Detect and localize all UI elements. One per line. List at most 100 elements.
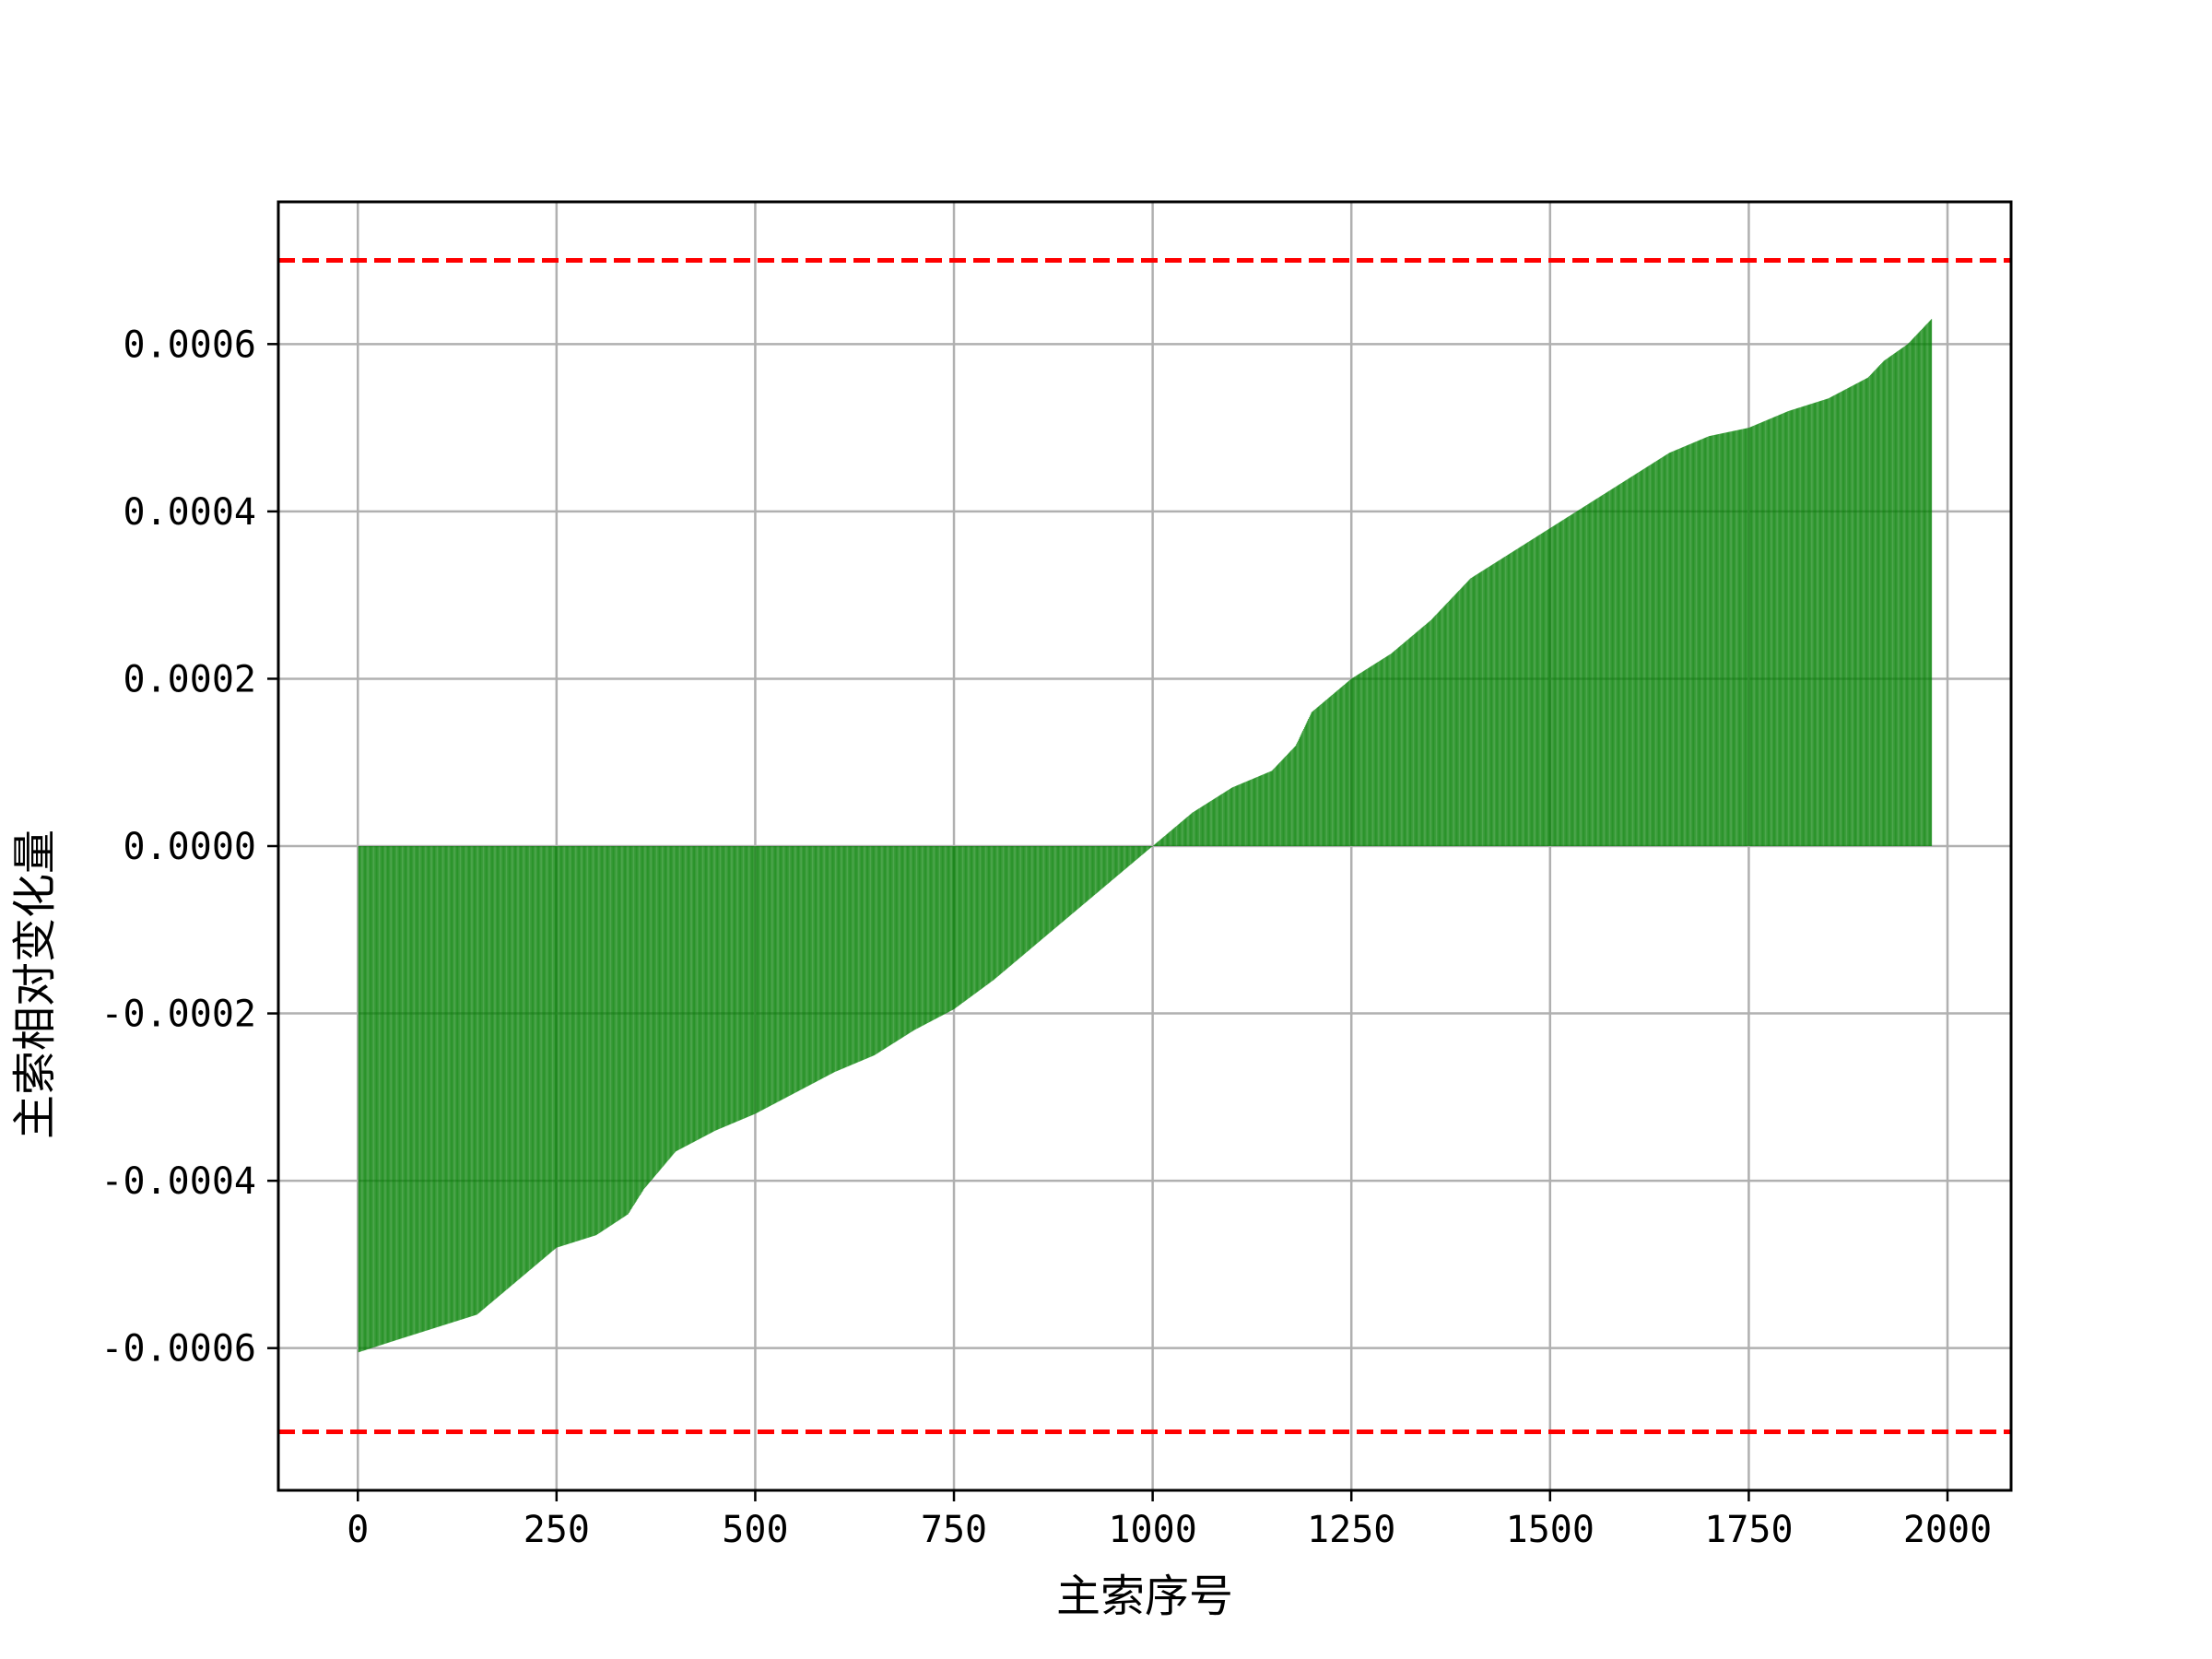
bar [1125,846,1127,868]
bar [1904,346,1906,846]
bar [1426,623,1428,846]
bar [1702,438,1704,846]
bar [1354,677,1356,846]
bar [917,846,918,1029]
x-tick-label: 750 [921,1509,987,1551]
bar [693,846,695,1142]
bar [1597,498,1598,846]
x-tick-label: 1000 [1108,1509,1196,1551]
bar [1508,554,1510,846]
bar [456,846,458,1322]
bar [1088,846,1089,900]
bar [1314,709,1315,846]
bar [1609,490,1610,846]
bar [1751,426,1753,846]
bar [397,846,398,1340]
bar [800,846,801,1090]
bar [1516,548,1517,846]
bar [394,846,396,1341]
bar [828,846,830,1076]
bar [909,846,911,1033]
bar [1338,688,1340,846]
bar [1916,334,1918,846]
bar [1752,426,1754,846]
bar [1610,489,1611,846]
bar [1429,621,1430,846]
bar [1453,595,1454,846]
bar [1347,681,1349,846]
bar [798,846,800,1091]
bar [1253,778,1254,846]
bar [1259,775,1261,846]
bar [1882,361,1884,846]
bar [793,846,794,1094]
bar [1284,757,1286,846]
bar [883,846,885,1050]
bar [1075,846,1077,912]
bar [1224,792,1226,846]
bar [1423,626,1425,846]
bar [1771,418,1772,846]
bar [654,846,656,1176]
bar [591,846,593,1237]
bar [905,846,907,1036]
bar [1198,808,1199,846]
bar [916,846,917,1030]
bar [484,846,485,1309]
bar [1330,696,1332,846]
bar [1630,477,1632,846]
bar [554,846,556,1250]
bar [566,846,568,1245]
bar [1595,499,1597,846]
bar [1240,783,1241,846]
bar [1305,724,1307,846]
bar [1462,586,1464,846]
bar [1601,495,1603,846]
bar [1109,846,1111,883]
bar [522,846,524,1277]
bar [881,846,882,1052]
bar [1195,809,1197,846]
bar [1804,406,1806,846]
bar [1035,846,1037,945]
bar [1173,828,1175,846]
bar [1265,772,1267,846]
bar [1789,410,1790,846]
bar [1900,348,1902,846]
bar [1858,382,1859,846]
bar [1265,773,1266,846]
bar [376,846,378,1347]
bar [1716,434,1718,846]
bar [480,846,482,1312]
bar [1589,502,1591,846]
bar [1842,390,1844,846]
bar [957,846,959,1006]
bar [1073,846,1075,912]
bar [1123,846,1124,871]
bar [1031,846,1032,948]
bar [1386,655,1388,846]
bar [1896,351,1898,846]
bar [841,846,842,1069]
bar [966,846,968,1000]
bar [932,846,934,1021]
bar [709,846,711,1134]
bar [515,846,517,1282]
bar [1060,846,1061,924]
bar [1815,402,1817,846]
bar [619,846,621,1220]
bar [426,846,427,1331]
bar [1004,846,1005,971]
bar [1412,635,1413,846]
bar [610,846,611,1226]
bar [767,846,769,1108]
bar [569,846,570,1244]
bar [1357,675,1359,846]
bar [1546,530,1547,846]
bar [528,846,529,1272]
bar [1434,616,1436,846]
bar [1800,406,1802,846]
bar [678,846,679,1150]
bar [1422,627,1424,846]
bar [1010,846,1012,966]
